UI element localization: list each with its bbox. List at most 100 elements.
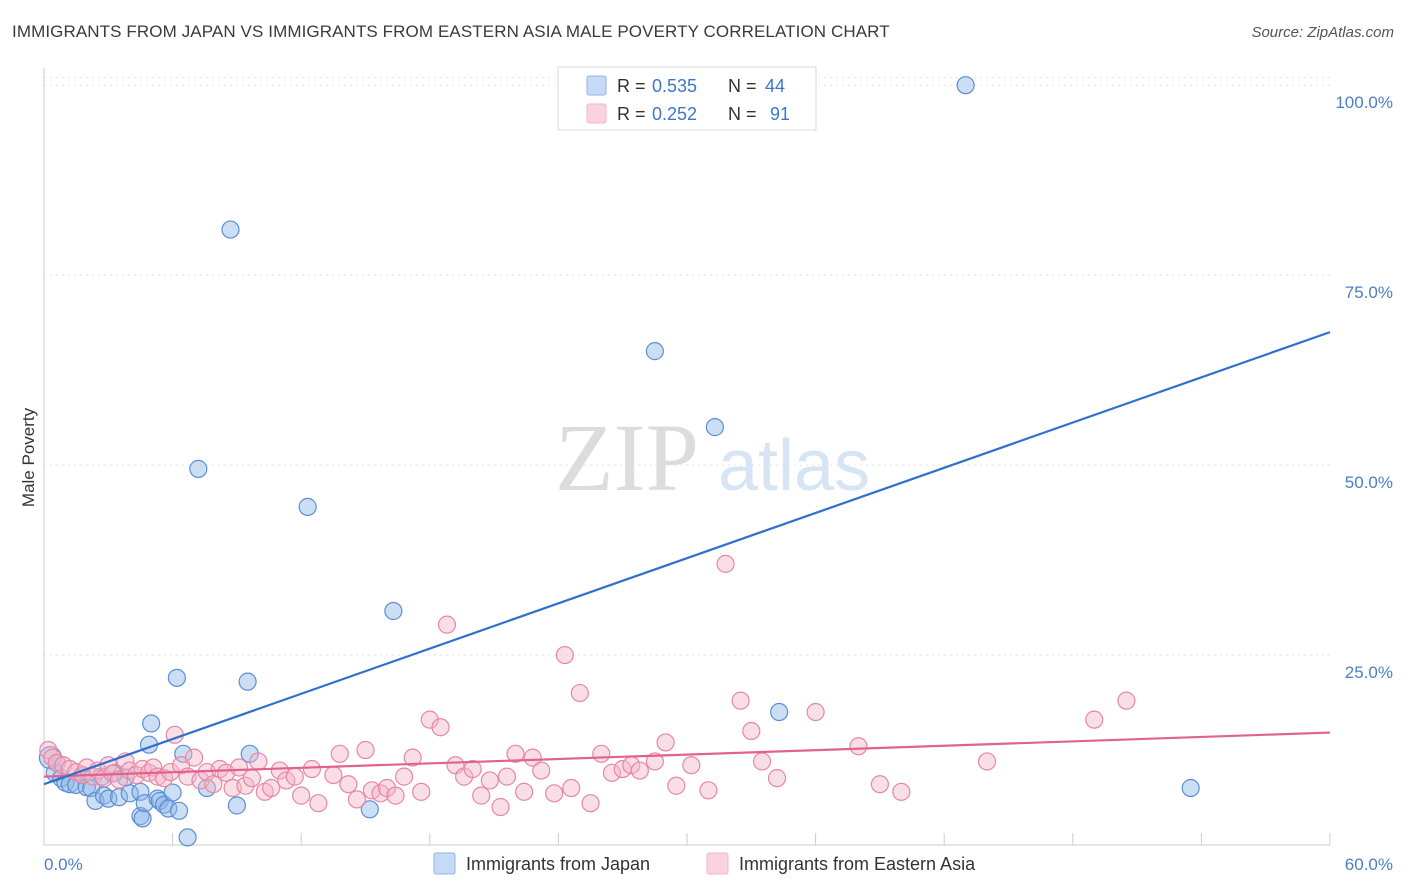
legend-swatch-eastern-asia: [586, 103, 607, 124]
point-eastern-asia: [324, 765, 343, 785]
y-tick-label: 100.0%: [1335, 93, 1393, 112]
point-eastern-asia: [420, 710, 439, 729]
x-tick-label-min: 0.0%: [44, 855, 83, 874]
point-eastern-asia: [437, 615, 457, 634]
trend-line-eastern-asia: [43, 731, 1331, 778]
axes: [43, 68, 1331, 846]
legend-swatch-eastern-asia: [706, 852, 729, 875]
point-eastern-asia: [523, 748, 542, 767]
legend-n-value-japan: 44: [765, 76, 785, 96]
point-eastern-asia: [532, 761, 551, 780]
point-eastern-asia: [472, 786, 491, 805]
point-eastern-asia: [285, 767, 304, 786]
point-eastern-asia: [562, 778, 581, 798]
point-eastern-asia: [480, 771, 499, 790]
point-eastern-asia: [581, 794, 600, 813]
legend-swatch-japan: [586, 75, 607, 96]
point-eastern-asia: [497, 767, 517, 786]
y-axis-ticks: 25.0% 50.0% 75.0% 100.0%: [1335, 93, 1393, 682]
legend-n-label: N =: [728, 104, 757, 124]
point-japan: [384, 601, 403, 621]
legend-n-label: N =: [728, 76, 757, 96]
point-eastern-asia: [602, 763, 622, 782]
point-eastern-asia: [806, 702, 825, 722]
point-japan: [227, 796, 246, 815]
point-eastern-asia: [699, 781, 718, 800]
point-eastern-asia: [515, 782, 534, 801]
point-eastern-asia: [204, 775, 223, 794]
watermark: ZIP atlas: [555, 404, 870, 511]
point-eastern-asia: [463, 759, 482, 779]
point-japan: [169, 801, 189, 820]
point-eastern-asia: [356, 740, 375, 760]
point-eastern-asia: [249, 752, 268, 771]
point-japan: [133, 809, 152, 828]
watermark-atlas: atlas: [718, 426, 870, 506]
legend-label-eastern-asia: Immigrants from Eastern Asia: [739, 854, 976, 874]
stats-legend: R = 0.535 N = 44 R = 0.252 N = 91: [557, 66, 817, 131]
chart-title: IMMIGRANTS FROM JAPAN VS IMMIGRANTS FROM…: [12, 22, 890, 41]
point-eastern-asia: [506, 744, 525, 763]
point-eastern-asia: [302, 759, 322, 779]
point-japan: [1181, 778, 1200, 798]
point-japan: [178, 828, 197, 847]
point-eastern-asia: [386, 786, 405, 805]
point-japan: [238, 672, 257, 691]
point-eastern-asia: [767, 769, 787, 788]
point-eastern-asia: [892, 782, 911, 801]
point-eastern-asia: [849, 737, 868, 756]
point-eastern-asia: [682, 756, 701, 775]
legend-label-japan: Immigrants from Japan: [466, 854, 650, 874]
point-eastern-asia: [1085, 710, 1104, 729]
point-japan: [142, 714, 161, 733]
point-eastern-asia: [752, 752, 772, 771]
point-eastern-asia: [339, 775, 358, 794]
point-eastern-asia: [330, 744, 349, 763]
point-eastern-asia: [592, 744, 611, 763]
point-eastern-asia: [394, 767, 414, 786]
point-japan: [163, 783, 182, 802]
legend-swatch-japan: [433, 852, 456, 875]
y-tick-label: 25.0%: [1345, 663, 1393, 682]
point-eastern-asia: [403, 748, 422, 767]
point-eastern-asia: [545, 784, 564, 803]
point-japan: [131, 782, 150, 801]
point-eastern-asia: [667, 776, 686, 795]
point-japan: [705, 418, 724, 437]
point-eastern-asia: [309, 794, 328, 813]
point-eastern-asia: [491, 797, 510, 817]
series-japan-points: [38, 76, 1200, 847]
point-eastern-asia: [716, 554, 735, 573]
legend-r-value-japan: 0.535: [652, 76, 697, 96]
point-eastern-asia: [347, 790, 367, 809]
point-eastern-asia: [555, 645, 574, 665]
y-axis-label: Male Poverty: [19, 407, 38, 507]
point-japan: [167, 668, 186, 687]
point-japan: [956, 76, 975, 95]
series-eastern-asia-points: [39, 554, 1136, 817]
point-eastern-asia: [412, 782, 431, 801]
y-tick-label: 50.0%: [1345, 473, 1393, 492]
grid-lines: [44, 77, 1330, 656]
point-japan: [360, 800, 379, 819]
watermark-zip: ZIP: [555, 404, 699, 511]
point-japan: [221, 220, 240, 239]
point-eastern-asia: [870, 775, 890, 794]
legend-r-label: R =: [617, 104, 646, 124]
point-eastern-asia: [229, 758, 249, 777]
point-japan: [645, 342, 664, 361]
y-tick-label: 75.0%: [1345, 283, 1393, 302]
point-eastern-asia: [262, 778, 281, 798]
point-eastern-asia: [431, 718, 450, 737]
legend-r-label: R =: [617, 76, 646, 96]
point-eastern-asia: [742, 721, 761, 741]
point-japan: [770, 702, 789, 722]
legend-r-value-eastern-asia: 0.252: [652, 104, 697, 124]
point-eastern-asia: [1117, 691, 1136, 710]
x-tick-label-max: 60.0%: [1345, 855, 1393, 874]
point-eastern-asia: [184, 748, 204, 767]
trend-line-japan: [43, 331, 1331, 786]
legend-n-value-eastern-asia: 91: [770, 104, 790, 124]
point-japan: [174, 744, 193, 763]
